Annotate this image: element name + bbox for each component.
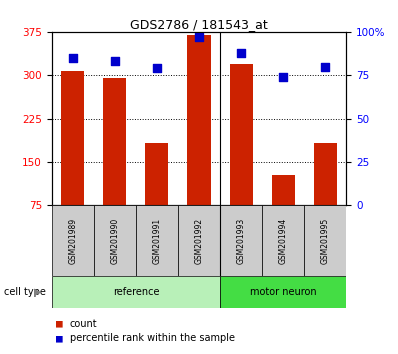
Bar: [220, 276, 346, 308]
Text: ▶: ▶: [34, 287, 41, 297]
Bar: [136, 205, 178, 276]
Point: [196, 34, 202, 40]
Text: percentile rank within the sample: percentile rank within the sample: [70, 333, 235, 343]
Point: [280, 74, 286, 80]
Bar: [271, 175, 295, 205]
Bar: [103, 78, 127, 205]
Point: [112, 58, 118, 64]
Text: motor neuron: motor neuron: [250, 287, 316, 297]
Bar: [94, 205, 136, 276]
Bar: [52, 276, 220, 308]
Point: [238, 50, 244, 56]
Bar: [52, 205, 94, 276]
Point: [70, 55, 76, 61]
Bar: [314, 143, 337, 205]
Text: GSM201993: GSM201993: [236, 218, 246, 264]
Bar: [61, 71, 84, 205]
Text: GSM201989: GSM201989: [68, 218, 77, 264]
Text: reference: reference: [113, 287, 159, 297]
Text: GSM201994: GSM201994: [279, 218, 288, 264]
Point: [154, 65, 160, 71]
Text: count: count: [70, 319, 97, 329]
Title: GDS2786 / 181543_at: GDS2786 / 181543_at: [130, 18, 268, 31]
Bar: [220, 205, 262, 276]
Text: GSM201992: GSM201992: [195, 218, 203, 264]
Text: ■: ■: [56, 333, 62, 343]
Bar: [304, 205, 346, 276]
Text: GSM201991: GSM201991: [152, 218, 162, 264]
Text: ■: ■: [56, 319, 62, 329]
Bar: [187, 35, 211, 205]
Bar: [262, 205, 304, 276]
Text: GSM201990: GSM201990: [110, 218, 119, 264]
Bar: [230, 64, 253, 205]
Bar: [145, 143, 168, 205]
Bar: [178, 205, 220, 276]
Text: GSM201995: GSM201995: [321, 218, 330, 264]
Point: [322, 64, 328, 69]
Text: cell type: cell type: [4, 287, 46, 297]
